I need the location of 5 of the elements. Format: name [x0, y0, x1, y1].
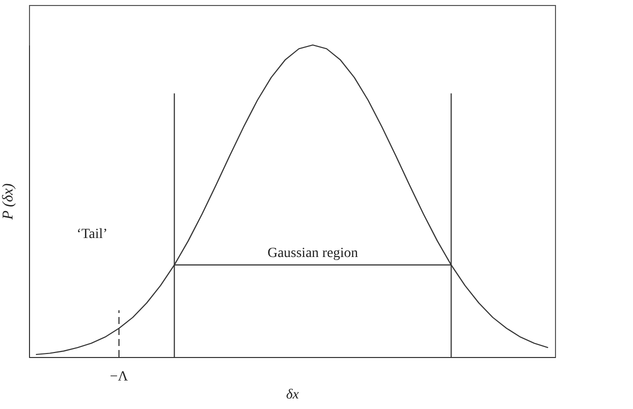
text: −Λ — [110, 369, 129, 384]
x-axis-title: δx — [286, 388, 300, 402]
ref-line-label: Gaussian region — [267, 246, 358, 261]
annotation: ‘Tail’ — [76, 226, 108, 242]
y-axis-title: P (δx) — [0, 183, 16, 221]
